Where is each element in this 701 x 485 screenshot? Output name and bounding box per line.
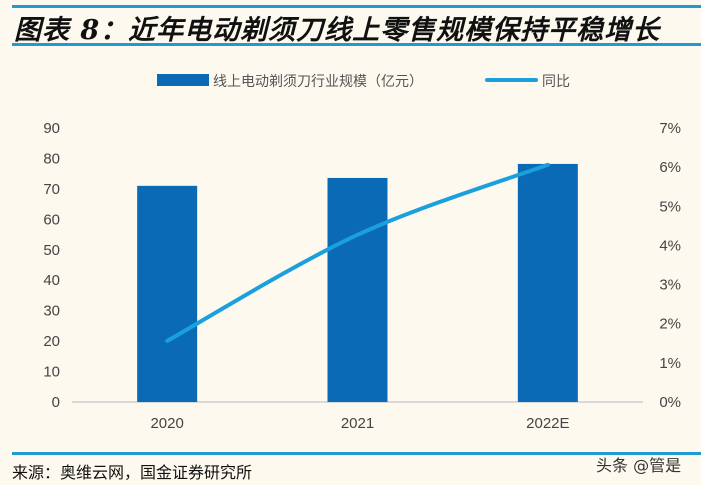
right-axis-tick-label: 3% xyxy=(659,277,681,294)
figure-title: 图表 8：近年电动剃须刀线上零售规模保持平稳增长 xyxy=(14,15,661,46)
right-axis-tick-label: 4% xyxy=(659,237,681,254)
legend-bar-swatch xyxy=(157,74,209,86)
left-axis-tick-label: 10 xyxy=(43,364,60,381)
left-axis-tick-label: 0 xyxy=(52,394,60,411)
bar-2021 xyxy=(327,177,388,402)
right-axis-tick-label: 1% xyxy=(659,355,681,372)
bar-2022E xyxy=(517,163,578,402)
right-axis-tick-label: 6% xyxy=(659,159,681,176)
left-axis-tick-label: 30 xyxy=(43,303,60,320)
source-note: 来源：奥维云网，国金证券研究所 xyxy=(12,463,253,482)
legend: 线上电动剃须刀行业规模（亿元） 同比 xyxy=(157,74,570,90)
left-axis-tick-label: 40 xyxy=(43,272,60,289)
bar-2020 xyxy=(137,185,198,402)
watermark: 头条 @管是 xyxy=(596,456,682,475)
source-rule xyxy=(12,452,701,455)
left-axis-tick-label: 60 xyxy=(43,211,60,228)
legend-line-label: 同比 xyxy=(542,74,570,90)
x-axis-tick-label: 2022E xyxy=(526,415,569,432)
left-axis-tick-label: 90 xyxy=(43,120,60,137)
left-axis-tick-label: 20 xyxy=(43,333,60,350)
legend-bar-label: 线上电动剃须刀行业规模（亿元） xyxy=(213,74,423,90)
right-axis-tick-label: 7% xyxy=(659,120,681,137)
x-axis-tick-label: 2020 xyxy=(150,415,183,432)
left-axis-tick-label: 80 xyxy=(43,150,60,167)
right-axis-tick-label: 2% xyxy=(659,316,681,333)
left-axis-tick-label: 70 xyxy=(43,181,60,198)
right-axis-tick-label: 0% xyxy=(659,394,681,411)
right-axis-tick-label: 5% xyxy=(659,198,681,215)
title-bottom-rule xyxy=(12,43,701,46)
x-axis-tick-label: 2021 xyxy=(341,415,374,432)
left-axis-tick-label: 50 xyxy=(43,242,60,259)
title-top-rule xyxy=(12,5,701,8)
